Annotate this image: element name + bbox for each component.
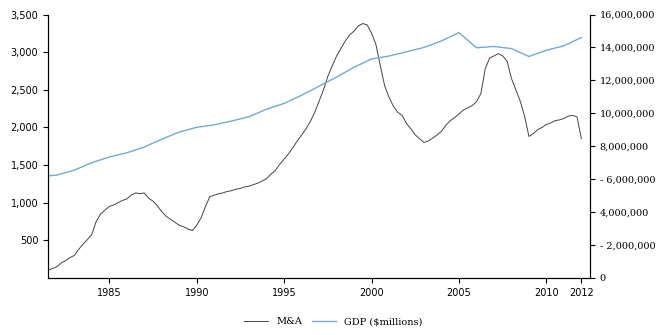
GDP ($millions) (368, 57, 376, 61)
GDP ($millions) (420, 46, 428, 50)
GDP ($millions) (472, 46, 480, 50)
GDP ($millions) (332, 75, 340, 79)
GDP ($millions) (210, 123, 218, 127)
M&A (219, 191, 227, 195)
GDP ($millions) (507, 47, 515, 51)
Line: GDP ($millions): GDP ($millions) (48, 32, 581, 176)
GDP ($millions) (44, 174, 52, 178)
GDP ($millions) (245, 115, 253, 119)
GDP ($millions) (385, 54, 393, 58)
GDP ($millions) (525, 55, 533, 59)
GDP ($millions) (402, 50, 410, 54)
GDP ($millions) (490, 45, 498, 49)
GDP ($millions) (123, 151, 131, 155)
M&A (337, 46, 345, 50)
GDP ($millions) (262, 107, 270, 111)
GDP ($millions) (141, 145, 149, 149)
M&A (359, 21, 367, 25)
GDP ($millions) (542, 48, 550, 52)
GDP ($millions) (228, 119, 236, 123)
GDP ($millions) (438, 39, 446, 43)
M&A (542, 122, 550, 126)
GDP ($millions) (455, 30, 463, 35)
Legend: M&A, GDP ($millions): M&A, GDP ($millions) (240, 313, 426, 330)
M&A (577, 137, 585, 141)
GDP ($millions) (158, 137, 166, 141)
GDP ($millions) (175, 130, 183, 134)
GDP ($millions) (315, 84, 323, 88)
GDP ($millions) (88, 161, 96, 165)
GDP ($millions) (577, 36, 585, 40)
GDP ($millions) (350, 65, 358, 69)
GDP ($millions) (53, 173, 61, 177)
GDP ($millions) (105, 155, 113, 159)
M&A (44, 268, 52, 272)
GDP ($millions) (71, 168, 79, 172)
GDP ($millions) (280, 102, 288, 106)
GDP ($millions) (192, 125, 200, 129)
M&A (390, 104, 398, 108)
GDP ($millions) (560, 44, 568, 48)
M&A (171, 220, 179, 224)
GDP ($millions) (298, 93, 306, 97)
Line: M&A: M&A (48, 23, 581, 270)
M&A (564, 114, 572, 118)
